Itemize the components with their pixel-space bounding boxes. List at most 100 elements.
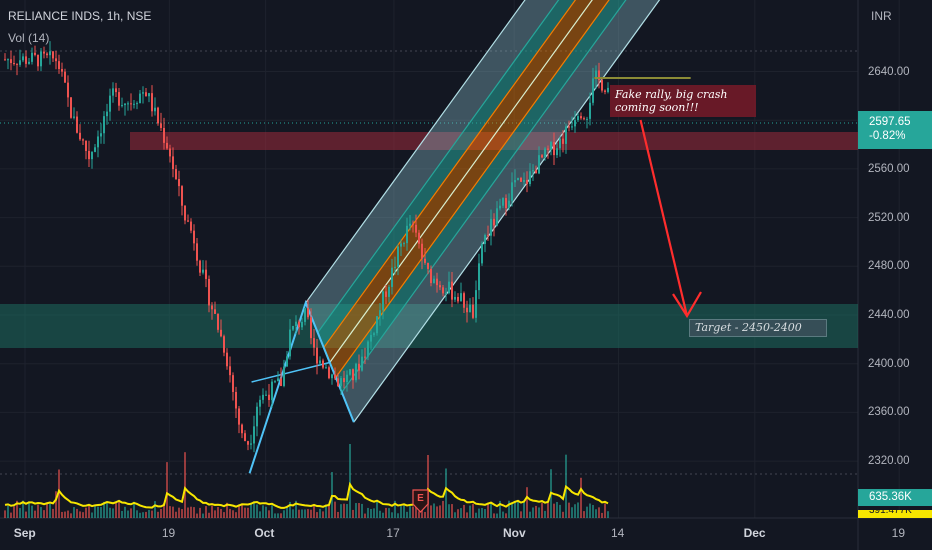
candle-body bbox=[541, 155, 543, 158]
candle-body bbox=[388, 286, 390, 297]
candle-body bbox=[292, 325, 294, 330]
candle-body bbox=[526, 180, 528, 185]
candle-body bbox=[112, 88, 114, 96]
candle-body bbox=[160, 123, 162, 128]
target-annotation[interactable]: Target - 2450-2400 bbox=[689, 319, 827, 337]
candle-body bbox=[259, 399, 261, 407]
volume-bar bbox=[484, 509, 486, 518]
volume-bar bbox=[196, 513, 198, 518]
candle-body bbox=[307, 308, 309, 318]
volume-bar bbox=[508, 500, 510, 518]
candle-body bbox=[487, 235, 489, 237]
candle-body bbox=[517, 177, 519, 181]
candle-body bbox=[457, 296, 459, 302]
candle-body bbox=[376, 316, 378, 334]
candle-body bbox=[520, 177, 522, 182]
volume-bar bbox=[271, 505, 273, 518]
candle-body bbox=[523, 180, 525, 182]
candle-body bbox=[331, 374, 333, 379]
volume-bar bbox=[460, 508, 462, 518]
volume-bar bbox=[592, 505, 594, 518]
candle-body bbox=[265, 394, 267, 396]
forecast-arrow bbox=[639, 119, 689, 317]
volume-bar bbox=[574, 504, 576, 518]
volume-bar bbox=[493, 513, 495, 518]
candle-body bbox=[49, 51, 51, 56]
volume-indicator-label[interactable]: Vol (14) bbox=[8, 31, 50, 45]
candle-body bbox=[253, 426, 255, 444]
candle-body bbox=[58, 61, 60, 70]
candle-body bbox=[400, 243, 402, 247]
volume-bar bbox=[187, 507, 189, 518]
earnings-badge[interactable]: E bbox=[412, 489, 429, 513]
note-line-2: coming soon!!! bbox=[615, 101, 699, 114]
candle-body bbox=[28, 61, 30, 64]
volume-bar bbox=[376, 501, 378, 518]
volume-bar bbox=[235, 512, 237, 518]
price-change-percent: -0.82% bbox=[869, 130, 906, 142]
candle-body bbox=[442, 287, 444, 294]
candle-body bbox=[214, 309, 216, 314]
volume-bar bbox=[403, 505, 405, 518]
volume-value-tag: 635.36K bbox=[858, 489, 932, 506]
volume-bar bbox=[28, 501, 30, 518]
candle-body bbox=[382, 291, 384, 311]
candle-body bbox=[235, 391, 237, 409]
volume-bar bbox=[433, 503, 435, 518]
volume-bar bbox=[10, 512, 12, 518]
volume-bar bbox=[184, 452, 186, 518]
candle-body bbox=[262, 394, 264, 400]
candle-body bbox=[31, 52, 33, 62]
volume-bar bbox=[268, 510, 270, 518]
volume-bar bbox=[283, 510, 285, 518]
volume-bar bbox=[451, 504, 453, 518]
volume-bar bbox=[412, 506, 414, 518]
volume-bar bbox=[220, 508, 222, 518]
volume-bar bbox=[295, 500, 297, 518]
volume-bar bbox=[301, 509, 303, 518]
volume-bar bbox=[106, 501, 108, 518]
candle-body bbox=[358, 363, 360, 371]
candle-body bbox=[436, 278, 438, 286]
pitchfork-inner-band bbox=[317, 0, 576, 348]
candle-body bbox=[271, 381, 273, 401]
volume-bar bbox=[328, 505, 330, 518]
candle-body bbox=[127, 103, 129, 105]
volume-bar bbox=[4, 510, 6, 518]
crash-note-annotation[interactable]: Fake rally, big crash coming soon!!! bbox=[610, 85, 756, 117]
volume-bar bbox=[427, 455, 429, 518]
earnings-badge-letter: E bbox=[417, 493, 424, 504]
candle-body bbox=[337, 378, 339, 387]
volume-bar bbox=[226, 502, 228, 518]
candle-body bbox=[343, 378, 345, 383]
volume-bar bbox=[325, 504, 327, 518]
candle-body bbox=[193, 230, 195, 244]
candle-body bbox=[187, 220, 189, 222]
candle-body bbox=[391, 267, 393, 287]
volume-bar bbox=[337, 511, 339, 518]
volume-bar bbox=[88, 505, 90, 518]
candle-body bbox=[136, 103, 138, 105]
volume-bar bbox=[523, 501, 525, 518]
volume-bar bbox=[148, 509, 150, 518]
volume-bar bbox=[229, 508, 231, 518]
price-axis-tick: 2480.00 bbox=[868, 260, 910, 273]
candle-body bbox=[121, 105, 123, 107]
volume-bar bbox=[256, 504, 258, 518]
volume-bar bbox=[262, 505, 264, 518]
candle-body bbox=[142, 92, 144, 94]
time-axis-tick: Nov bbox=[502, 526, 526, 540]
candle-body bbox=[439, 285, 441, 288]
candle-body bbox=[220, 329, 222, 337]
candle-body bbox=[67, 82, 69, 98]
candle-body bbox=[277, 378, 279, 382]
candle-body bbox=[607, 87, 609, 92]
symbol-title[interactable]: RELIANCE INDS, 1h, NSE bbox=[8, 9, 152, 23]
candle-body bbox=[316, 347, 318, 364]
volume-bar bbox=[397, 513, 399, 518]
candle-body bbox=[232, 375, 234, 392]
volume-bar bbox=[52, 508, 54, 518]
volume-bar bbox=[238, 504, 240, 518]
